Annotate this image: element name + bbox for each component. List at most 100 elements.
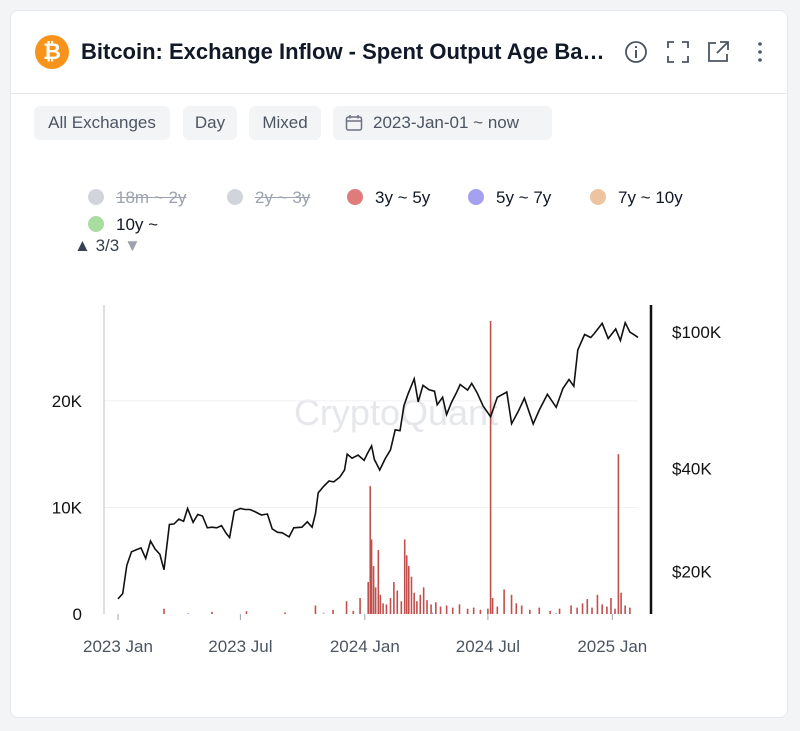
legend-dot — [88, 189, 104, 205]
bar — [284, 612, 286, 614]
pager-down-icon[interactable]: ▼ — [123, 236, 141, 255]
legend-item-2y-3y[interactable]: 2y ~ 3y — [227, 188, 310, 208]
bar — [322, 612, 325, 614]
x-tick-label: 2023 Jul — [208, 637, 272, 656]
bar — [379, 594, 382, 614]
legend-dot — [347, 189, 363, 205]
bar — [549, 610, 551, 614]
bar — [538, 607, 541, 614]
bar — [426, 600, 428, 614]
legend-item-5y-7y[interactable]: 5y ~ 7y — [468, 188, 551, 208]
interval-select[interactable]: Day — [183, 106, 237, 140]
bar — [393, 582, 395, 614]
mode-select[interactable]: Mixed — [249, 106, 321, 140]
legend-pager: ▲ 3/3 ▼ — [74, 236, 141, 256]
legend-item-18m-2y[interactable]: 18m ~ 2y — [88, 188, 186, 208]
bar — [610, 598, 612, 614]
bar — [472, 607, 475, 614]
bar — [163, 608, 165, 614]
legend-dot — [88, 216, 104, 232]
y-left-tick-label: 0 — [73, 605, 82, 624]
bar — [187, 612, 190, 614]
bar — [515, 603, 518, 614]
legend-dot — [227, 189, 243, 205]
bar — [479, 609, 482, 614]
x-tick-label: 2023 Jan — [83, 637, 153, 656]
bar — [419, 594, 422, 614]
fullscreen-icon[interactable] — [665, 39, 691, 65]
bar — [606, 606, 608, 614]
bar — [487, 608, 489, 614]
bar — [629, 607, 631, 614]
bar — [374, 587, 377, 614]
bar — [581, 603, 584, 614]
bar — [614, 608, 616, 614]
bar — [617, 454, 620, 614]
y-right-tick-label: $100K — [672, 323, 722, 342]
exchange-select[interactable]: All Exchanges — [34, 106, 170, 140]
bar — [491, 598, 494, 614]
date-range-picker[interactable]: 2023-Jan-01 ~ now — [333, 106, 552, 140]
bar — [413, 592, 415, 614]
legend-item-3y-5y[interactable]: 3y ~ 5y — [347, 188, 430, 208]
y-right-tick-label: $20K — [672, 562, 712, 581]
bar — [396, 590, 399, 614]
bar — [245, 611, 248, 614]
more-vertical-icon[interactable] — [747, 39, 773, 65]
legend-item-10y[interactable]: 10y ~ — [88, 215, 158, 235]
bar — [416, 601, 418, 614]
bar — [422, 587, 425, 614]
bar — [576, 607, 578, 614]
date-range-text: 2023-Jan-01 ~ now — [373, 113, 520, 132]
bar — [601, 604, 603, 614]
bar — [405, 555, 408, 614]
bar — [496, 606, 499, 614]
legend-dot — [468, 189, 484, 205]
bar — [435, 602, 437, 614]
bar — [591, 607, 593, 614]
bar — [369, 486, 372, 614]
bitcoin-icon: ₿ — [35, 35, 69, 69]
bar — [382, 603, 384, 614]
external-link-icon[interactable] — [705, 39, 731, 65]
bar — [624, 605, 626, 614]
bar — [570, 605, 572, 614]
pager-count: 3/3 — [95, 236, 120, 255]
bar — [458, 604, 461, 614]
bar — [377, 550, 380, 614]
watermark: CryptoQuant — [294, 392, 498, 433]
bar — [314, 605, 317, 614]
bar — [503, 589, 505, 614]
bar — [385, 604, 388, 614]
bar — [400, 601, 403, 614]
bar — [345, 601, 348, 614]
x-tick-label: 2024 Jul — [456, 637, 520, 656]
bar — [529, 609, 531, 614]
legend-item-7y-10y[interactable]: 7y ~ 10y — [590, 188, 683, 208]
info-icon[interactable] — [623, 39, 649, 65]
bar — [407, 566, 410, 614]
y-left-tick-label: 20K — [52, 392, 83, 411]
y-right-tick-label: $40K — [672, 459, 712, 478]
bar — [439, 606, 442, 614]
bar — [558, 608, 561, 614]
bar — [359, 598, 361, 614]
bar — [466, 608, 469, 614]
bar — [489, 320, 492, 614]
bar — [211, 611, 213, 614]
calendar-icon — [345, 115, 363, 131]
bar — [367, 582, 369, 614]
bar — [372, 566, 375, 614]
bar — [586, 599, 589, 614]
bar — [403, 539, 406, 614]
bar — [520, 605, 523, 614]
x-tick-label: 2024 Jan — [330, 637, 400, 656]
bar — [510, 594, 513, 614]
bar — [370, 539, 373, 614]
bar — [389, 598, 392, 614]
pager-up-icon[interactable]: ▲ — [74, 236, 91, 255]
bar — [430, 604, 432, 614]
x-tick-label: 2025 Jan — [577, 637, 647, 656]
bar — [596, 594, 599, 614]
